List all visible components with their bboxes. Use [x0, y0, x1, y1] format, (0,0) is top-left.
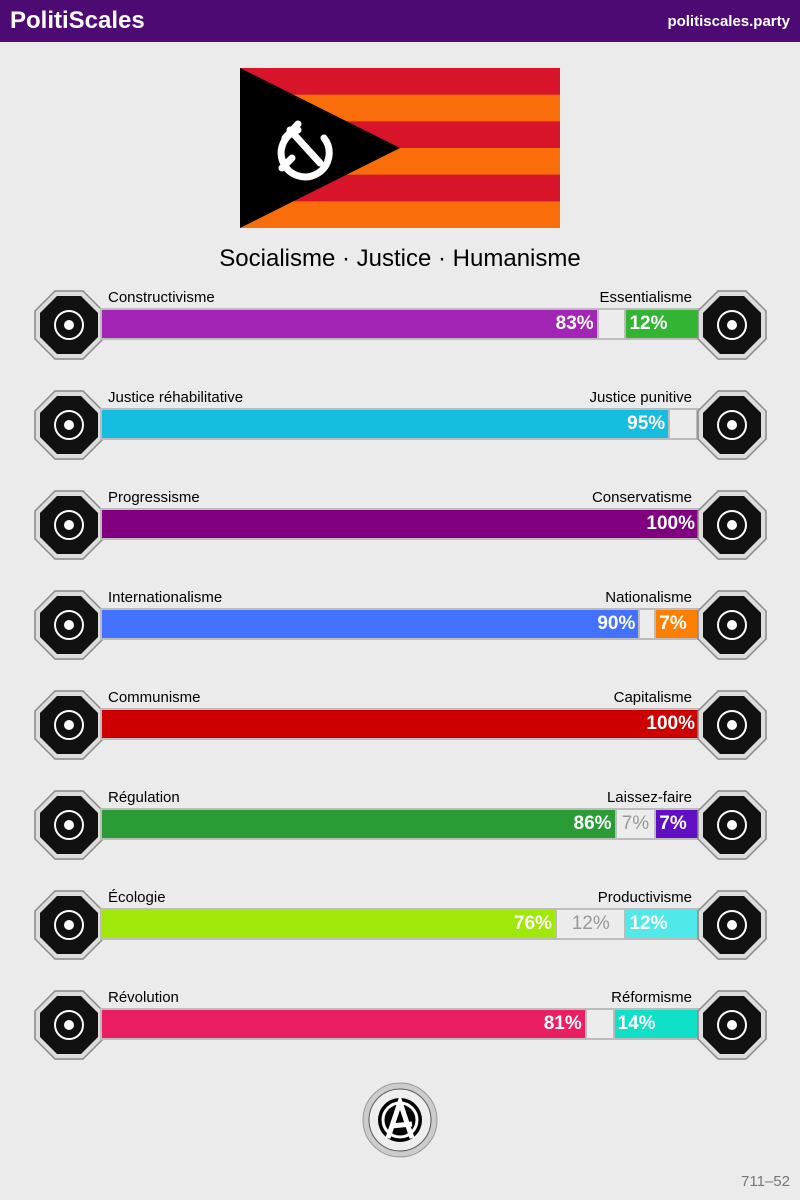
ruler-icon: [34, 790, 104, 860]
axis-right-label: Conservatisme: [591, 489, 692, 506]
header-bar: PolitiScales politiscales.party: [0, 0, 800, 42]
brand-title[interactable]: PolitiScales: [10, 7, 145, 34]
globe-icon: [34, 590, 104, 660]
axis-bar: 90% 7%: [100, 608, 700, 640]
axis-right-segment: 12%: [626, 910, 698, 938]
result-flag: [240, 68, 560, 228]
axis-row: Constructivisme Essentialisme 83% 12%: [0, 282, 800, 382]
axis-right-label: Nationalisme: [605, 589, 692, 606]
axis-left-label: Constructivisme: [108, 289, 215, 306]
flag-icon: [697, 590, 767, 660]
axis-bar: 76% 12% 12%: [100, 908, 700, 940]
axis-neutral-segment: 12%: [554, 910, 627, 938]
axis-left-segment: 81%: [102, 1010, 585, 1038]
axis-neutral-segment: [596, 310, 627, 338]
axis-bar: 100%: [100, 508, 700, 540]
axis-right-segment: 7%: [656, 810, 698, 838]
handshake-icon: [34, 390, 104, 460]
axis-row: Révolution Réformisme 81% 14%: [0, 982, 800, 1082]
axis-bar: 100%: [100, 708, 700, 740]
axis-left-segment: 90%: [102, 610, 639, 638]
axis-left-segment: 86%: [102, 810, 615, 838]
site-link[interactable]: politiscales.party: [667, 13, 790, 30]
hammer-and-sickle-icon: [277, 120, 333, 181]
axis-right-label: Productivisme: [597, 889, 692, 906]
axis-right-label: Laissez-faire: [606, 789, 692, 806]
butterfly-icon: [697, 790, 767, 860]
money-bag-icon: [697, 690, 767, 760]
axis-row: Écologie Productivisme 76% 12% 12%: [0, 882, 800, 982]
flag-stripe: [240, 201, 560, 228]
axis-right-label: Réformisme: [611, 989, 692, 1006]
sprout-icon: [34, 890, 104, 960]
axis-neutral-segment: [584, 1010, 615, 1038]
fist-icon: [34, 990, 104, 1060]
axis-left-segment: 100%: [102, 710, 698, 738]
axis-left-label: Communisme: [108, 689, 201, 706]
axis-bar: 86% 7% 7%: [100, 808, 700, 840]
axis-bar: 81% 14%: [100, 1008, 700, 1040]
anarchy-seal-icon: [362, 1082, 438, 1158]
axis-neutral-segment: [638, 610, 657, 638]
axis-left-label: Progressisme: [108, 489, 200, 506]
axis-bar: 95%: [100, 408, 700, 440]
boat-icon: [697, 990, 767, 1060]
axis-row: Régulation Laissez-faire 86% 7% 7%: [0, 782, 800, 882]
flag-stripe: [240, 68, 560, 96]
axis-row: Internationalisme Nationalisme 90% 7%: [0, 582, 800, 682]
axis-row: Justice réhabilitative Justice punitive …: [0, 382, 800, 482]
axis-left-label: Internationalisme: [108, 589, 223, 606]
axis-left-label: Régulation: [108, 789, 180, 806]
slogan: Socialisme · Justice · Humanisme: [219, 245, 581, 272]
flower-icon: [697, 290, 767, 360]
prison-bars-icon: [697, 390, 767, 460]
axis-row: Progressisme Conservatisme 100%: [0, 482, 800, 582]
axis-right-segment: 7%: [656, 610, 698, 638]
axis-left-segment: 95%: [102, 410, 669, 438]
axis-left-segment: 100%: [102, 510, 698, 538]
axis-neutral-segment: [668, 410, 698, 438]
axis-left-segment: 76%: [102, 910, 555, 938]
axis-left-label: Justice réhabilitative: [108, 389, 244, 406]
axis-left-label: Révolution: [108, 989, 179, 1006]
axis-right-label: Capitalisme: [613, 689, 692, 706]
axis-right-label: Essentialisme: [599, 289, 692, 306]
axis-neutral-segment: 7%: [614, 810, 657, 838]
axis-right-segment: 14%: [614, 1010, 698, 1038]
flag-triangle: [240, 68, 400, 228]
axis-bar: 83% 12%: [100, 308, 700, 340]
axis-left-label: Écologie: [108, 889, 166, 906]
axis-row: Communisme Capitalisme 100%: [0, 682, 800, 782]
eye-icon: [34, 290, 104, 360]
axis-right-segment: 12%: [626, 310, 698, 338]
result-code: 711–52: [741, 1173, 790, 1190]
comet-icon: [34, 490, 104, 560]
hammer-sickle-icon: [34, 690, 104, 760]
gear-icon: [697, 890, 767, 960]
axis-right-label: Justice punitive: [589, 389, 692, 406]
axis-left-segment: 83%: [102, 310, 597, 338]
quill-icon: [697, 490, 767, 560]
